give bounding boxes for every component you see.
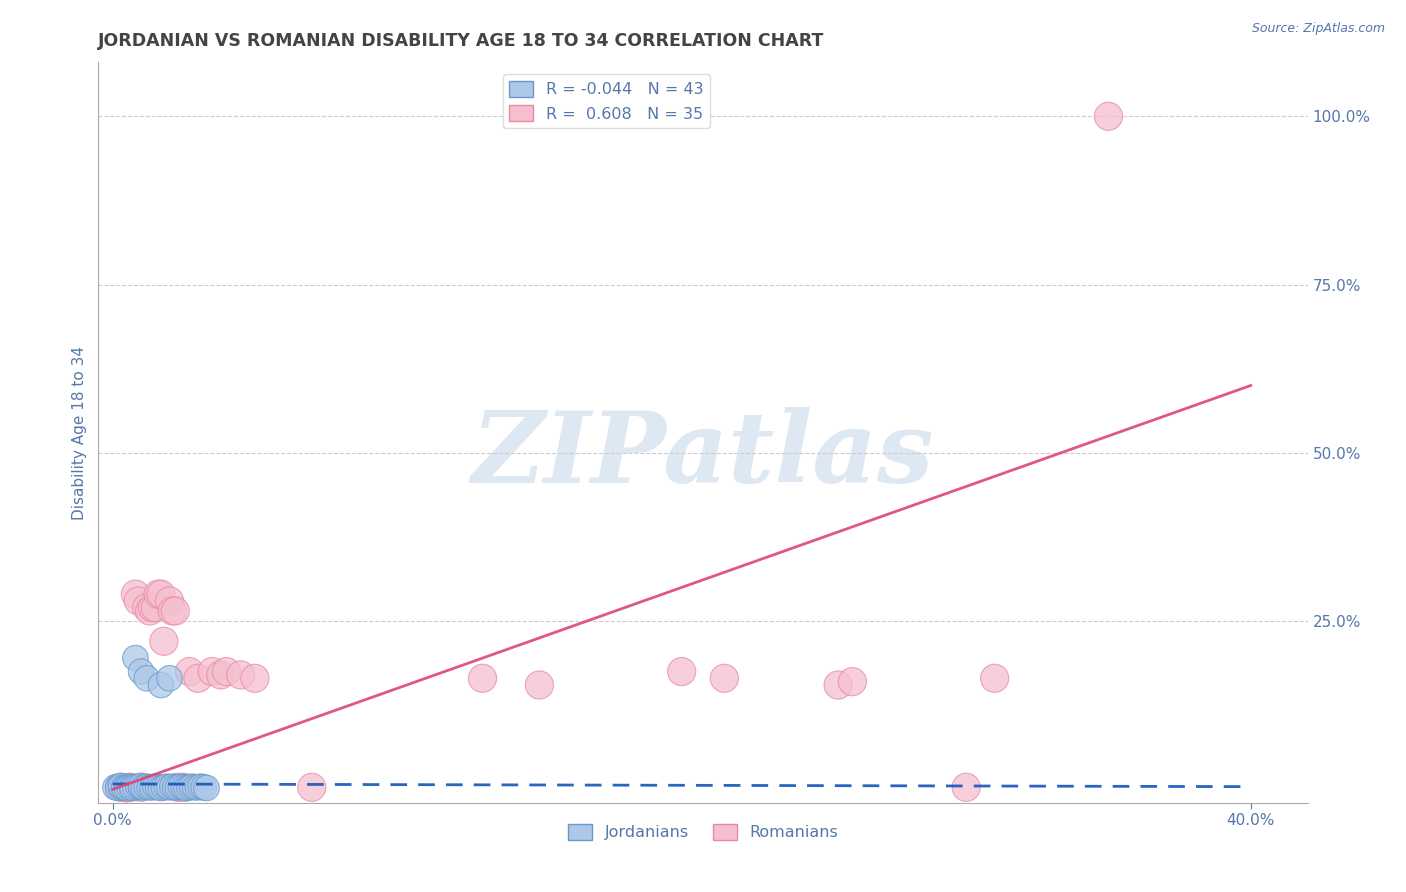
Ellipse shape xyxy=(150,627,179,656)
Ellipse shape xyxy=(142,774,169,799)
Ellipse shape xyxy=(174,775,200,801)
Text: JORDANIAN VS ROMANIAN DISABILITY AGE 18 TO 34 CORRELATION CHART: JORDANIAN VS ROMANIAN DISABILITY AGE 18 … xyxy=(98,32,825,50)
Ellipse shape xyxy=(114,774,139,799)
Ellipse shape xyxy=(132,593,160,622)
Ellipse shape xyxy=(150,774,177,800)
Ellipse shape xyxy=(952,773,980,801)
Ellipse shape xyxy=(103,774,128,800)
Ellipse shape xyxy=(124,587,152,615)
Ellipse shape xyxy=(108,774,134,800)
Ellipse shape xyxy=(838,667,866,696)
Ellipse shape xyxy=(138,593,166,622)
Ellipse shape xyxy=(125,774,150,799)
Ellipse shape xyxy=(980,665,1008,692)
Ellipse shape xyxy=(165,773,193,801)
Ellipse shape xyxy=(188,774,214,799)
Ellipse shape xyxy=(668,657,696,686)
Ellipse shape xyxy=(111,774,136,800)
Ellipse shape xyxy=(156,587,184,615)
Ellipse shape xyxy=(105,775,131,801)
Ellipse shape xyxy=(114,775,139,801)
Ellipse shape xyxy=(1094,103,1122,130)
Ellipse shape xyxy=(136,774,163,800)
Text: Source: ZipAtlas.com: Source: ZipAtlas.com xyxy=(1251,22,1385,36)
Ellipse shape xyxy=(120,774,145,799)
Ellipse shape xyxy=(120,775,145,801)
Ellipse shape xyxy=(824,671,852,699)
Ellipse shape xyxy=(105,774,131,799)
Ellipse shape xyxy=(156,665,183,691)
Ellipse shape xyxy=(180,774,205,799)
Ellipse shape xyxy=(526,671,554,699)
Ellipse shape xyxy=(160,774,186,799)
Ellipse shape xyxy=(107,773,135,801)
Ellipse shape xyxy=(148,580,176,608)
Ellipse shape xyxy=(139,774,166,800)
Ellipse shape xyxy=(176,657,204,686)
Ellipse shape xyxy=(468,665,496,692)
Ellipse shape xyxy=(172,774,197,800)
Ellipse shape xyxy=(170,773,198,801)
Ellipse shape xyxy=(710,665,738,692)
Ellipse shape xyxy=(135,597,163,625)
Ellipse shape xyxy=(112,774,141,802)
Ellipse shape xyxy=(186,774,211,800)
Ellipse shape xyxy=(159,597,187,625)
Ellipse shape xyxy=(122,645,148,671)
Ellipse shape xyxy=(134,665,160,691)
Ellipse shape xyxy=(156,774,183,800)
Ellipse shape xyxy=(115,773,143,801)
Ellipse shape xyxy=(183,774,208,800)
Ellipse shape xyxy=(194,775,219,801)
Ellipse shape xyxy=(122,774,148,800)
Ellipse shape xyxy=(191,774,217,800)
Ellipse shape xyxy=(212,657,240,686)
Ellipse shape xyxy=(131,774,156,800)
Ellipse shape xyxy=(148,775,174,801)
Ellipse shape xyxy=(240,665,269,692)
Ellipse shape xyxy=(128,773,153,798)
Ellipse shape xyxy=(177,774,202,800)
Ellipse shape xyxy=(108,773,134,798)
Ellipse shape xyxy=(169,774,194,799)
Y-axis label: Disability Age 18 to 34: Disability Age 18 to 34 xyxy=(72,345,87,520)
Ellipse shape xyxy=(198,657,226,686)
Ellipse shape xyxy=(153,774,180,799)
Ellipse shape xyxy=(184,665,212,692)
Ellipse shape xyxy=(162,597,190,625)
Ellipse shape xyxy=(134,774,160,799)
Ellipse shape xyxy=(298,773,326,801)
Legend: Jordanians, Romanians: Jordanians, Romanians xyxy=(561,817,845,847)
Ellipse shape xyxy=(117,774,142,800)
Ellipse shape xyxy=(141,593,169,622)
Ellipse shape xyxy=(166,774,191,800)
Ellipse shape xyxy=(226,661,254,689)
Ellipse shape xyxy=(128,774,153,800)
Text: ZIPatlas: ZIPatlas xyxy=(472,407,934,503)
Ellipse shape xyxy=(145,774,172,800)
Ellipse shape xyxy=(163,774,188,800)
Ellipse shape xyxy=(121,580,149,608)
Ellipse shape xyxy=(143,580,173,608)
Ellipse shape xyxy=(128,659,153,684)
Ellipse shape xyxy=(127,773,155,801)
Ellipse shape xyxy=(207,661,235,689)
Ellipse shape xyxy=(148,673,174,698)
